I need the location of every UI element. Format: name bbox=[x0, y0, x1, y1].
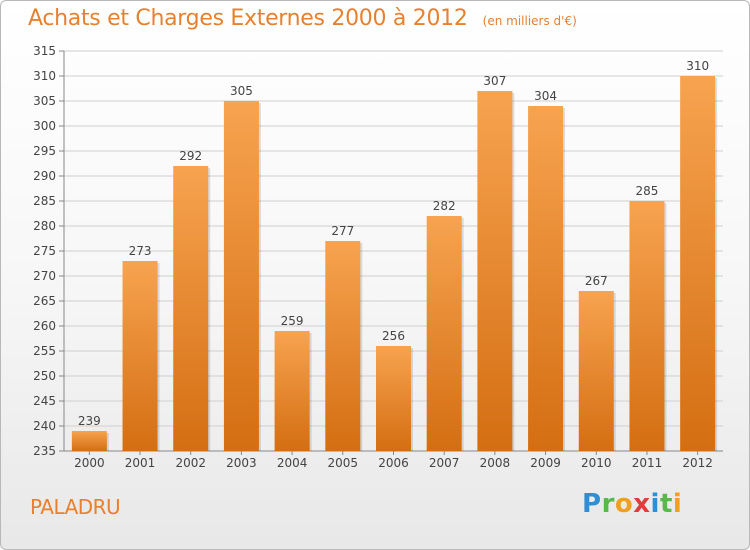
bar bbox=[173, 166, 209, 451]
y-tick-label: 290 bbox=[33, 169, 56, 183]
y-tick-label: 315 bbox=[33, 44, 56, 58]
x-tick-label: 2000 bbox=[74, 456, 105, 470]
logo-letter: r bbox=[601, 489, 615, 519]
chart-subtitle: (en milliers d'€) bbox=[482, 14, 577, 28]
logo-letter: i bbox=[650, 489, 660, 519]
bar bbox=[477, 91, 513, 451]
y-tick-label: 310 bbox=[33, 69, 56, 83]
logo-letter: o bbox=[614, 489, 634, 519]
bar bbox=[578, 291, 614, 451]
data-label: 239 bbox=[78, 414, 101, 428]
bar bbox=[680, 76, 716, 451]
data-label: 282 bbox=[433, 199, 456, 213]
y-tick-label: 235 bbox=[33, 444, 56, 458]
chart-title-block: Achats et Charges Externes 2000 à 2012 (… bbox=[28, 6, 577, 31]
x-tick-label: 2009 bbox=[530, 456, 561, 470]
bar bbox=[426, 216, 462, 451]
x-tick-label: 2002 bbox=[175, 456, 206, 470]
data-label: 310 bbox=[686, 59, 709, 73]
y-tick-label: 265 bbox=[33, 294, 56, 308]
y-tick-label: 245 bbox=[33, 394, 56, 408]
logo-letter: i bbox=[672, 489, 683, 519]
bar bbox=[274, 331, 310, 451]
bar bbox=[71, 431, 107, 451]
y-tick-label: 255 bbox=[33, 344, 56, 358]
x-tick-label: 2008 bbox=[480, 456, 511, 470]
data-label: 305 bbox=[230, 84, 253, 98]
data-label: 285 bbox=[636, 184, 659, 198]
y-tick-label: 295 bbox=[33, 144, 56, 158]
commune-name: PALADRU bbox=[30, 495, 121, 519]
logo-letter: t bbox=[659, 489, 673, 519]
logo-letter: x bbox=[633, 489, 651, 519]
x-tick-label: 2003 bbox=[226, 456, 257, 470]
y-tick-label: 280 bbox=[33, 219, 56, 233]
data-label: 277 bbox=[331, 224, 354, 238]
y-tick-label: 305 bbox=[33, 94, 56, 108]
bar bbox=[528, 106, 564, 451]
y-tick-label: 240 bbox=[33, 419, 56, 433]
bar bbox=[376, 346, 411, 451]
x-tick-label: 2006 bbox=[378, 456, 409, 470]
x-tick-label: 2007 bbox=[429, 456, 460, 470]
x-tick-label: 2011 bbox=[632, 456, 663, 470]
bar bbox=[629, 201, 665, 451]
y-tick-label: 260 bbox=[33, 319, 56, 333]
y-tick-label: 275 bbox=[33, 244, 56, 258]
data-label: 292 bbox=[179, 149, 202, 163]
y-tick-label: 250 bbox=[33, 369, 56, 383]
x-tick-label: 2012 bbox=[682, 456, 713, 470]
data-label: 304 bbox=[534, 89, 557, 103]
bar bbox=[122, 261, 158, 451]
data-label: 307 bbox=[483, 74, 506, 88]
logo-letter: P bbox=[582, 489, 602, 519]
x-tick-label: 2010 bbox=[581, 456, 612, 470]
data-label: 256 bbox=[382, 329, 405, 343]
y-tick-label: 285 bbox=[33, 194, 56, 208]
x-tick-label: 2004 bbox=[277, 456, 308, 470]
y-tick-label: 300 bbox=[33, 119, 56, 133]
proxiti-logo: Proxiti bbox=[582, 489, 682, 519]
y-tick-label: 270 bbox=[33, 269, 56, 283]
data-label: 273 bbox=[129, 244, 152, 258]
bar bbox=[325, 241, 361, 451]
x-tick-label: 2005 bbox=[328, 456, 359, 470]
data-label: 259 bbox=[281, 314, 304, 328]
chart-title: Achats et Charges Externes 2000 à 2012 bbox=[28, 6, 468, 31]
bar bbox=[223, 101, 259, 451]
x-tick-label: 2001 bbox=[125, 456, 156, 470]
data-label: 267 bbox=[585, 274, 608, 288]
